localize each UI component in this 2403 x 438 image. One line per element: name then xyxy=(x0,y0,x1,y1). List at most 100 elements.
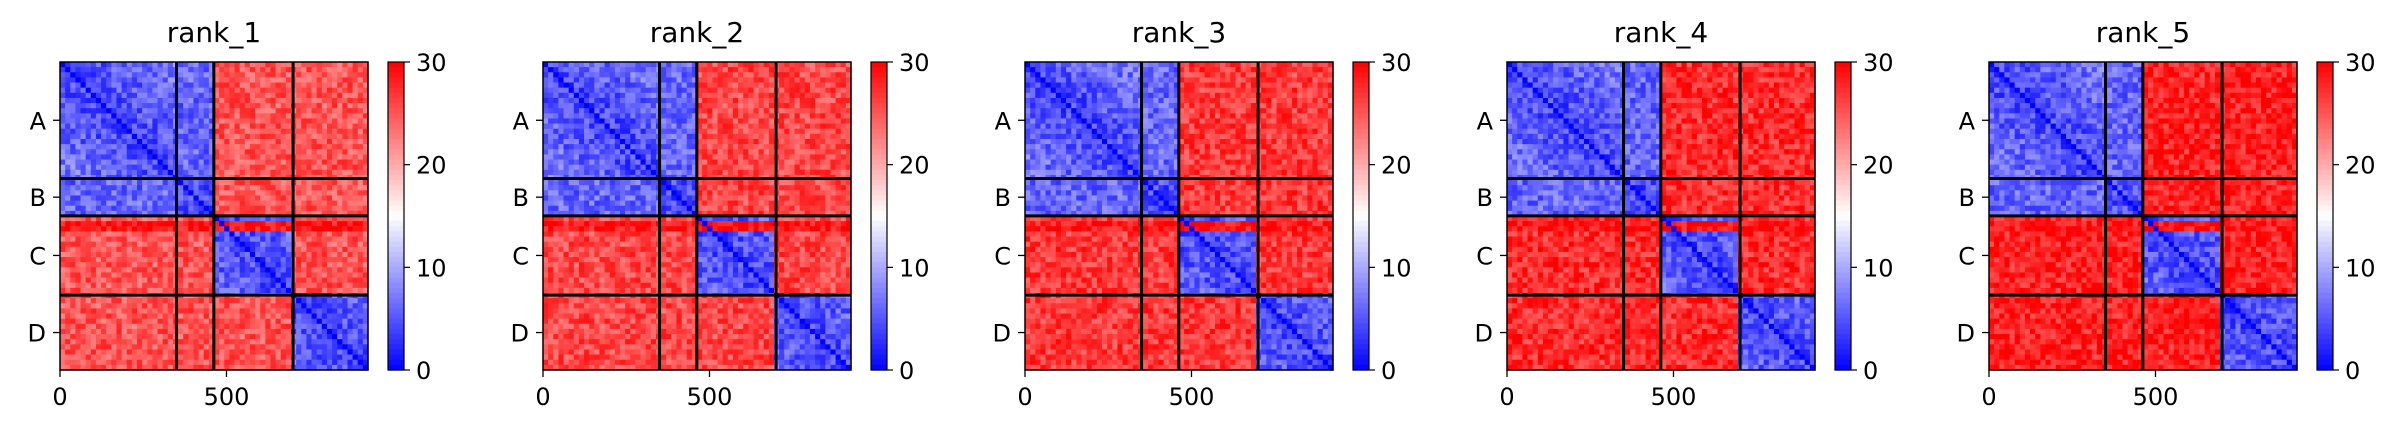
heatmap-cell xyxy=(275,87,282,94)
heatmap-cell xyxy=(65,251,71,258)
heatmap-cell xyxy=(183,164,189,171)
heatmap-cell xyxy=(630,164,636,171)
heatmap-cell xyxy=(80,354,87,361)
heatmap-cell xyxy=(142,241,148,248)
heatmap-cell xyxy=(142,190,148,197)
heatmap-cell xyxy=(265,344,272,351)
heatmap-cell xyxy=(265,328,272,335)
heatmap-cell xyxy=(347,313,354,320)
heatmap-cell xyxy=(65,226,71,232)
heatmap-cell xyxy=(676,159,683,166)
heatmap-cell xyxy=(178,67,184,73)
heatmap-cell xyxy=(116,257,123,263)
heatmap-cell xyxy=(265,339,272,345)
heatmap-cell xyxy=(65,236,71,243)
heatmap-cell xyxy=(249,277,256,284)
heatmap-cell xyxy=(285,67,292,73)
heatmap-cell xyxy=(686,87,693,94)
heatmap-cell xyxy=(188,159,195,166)
heatmap-cell xyxy=(137,236,143,243)
heatmap-cell xyxy=(75,349,82,356)
heatmap-cell xyxy=(275,364,282,371)
heatmap-cell xyxy=(301,103,307,109)
heatmap-cell xyxy=(85,144,92,150)
heatmap-cell xyxy=(203,339,210,345)
heatmap-cell xyxy=(249,82,256,89)
heatmap-cell xyxy=(316,159,323,166)
heatmap-cell xyxy=(661,159,667,166)
y-tick-label: D xyxy=(28,320,46,348)
heatmap-cell xyxy=(224,169,230,176)
heatmap-cell xyxy=(203,272,210,279)
heatmap-cell xyxy=(65,344,71,351)
heatmap-cell xyxy=(90,313,97,320)
heatmap-cell xyxy=(214,77,220,84)
heatmap-cell xyxy=(229,180,236,186)
heatmap-cell xyxy=(275,267,282,274)
heatmap-cell xyxy=(311,287,318,294)
heatmap-cell xyxy=(712,149,719,155)
heatmap-cell xyxy=(131,267,138,274)
heatmap-cell xyxy=(229,67,236,73)
heatmap-cell xyxy=(835,159,842,166)
heatmap-cell xyxy=(183,62,189,68)
heatmap-cell xyxy=(188,313,195,320)
heatmap-cell xyxy=(820,149,826,155)
heatmap-cell xyxy=(568,159,575,166)
heatmap-cell xyxy=(260,257,266,263)
heatmap-cell xyxy=(70,195,76,202)
heatmap-cell xyxy=(147,231,153,238)
heatmap-cell xyxy=(321,159,328,166)
heatmap-cell xyxy=(326,154,333,161)
heatmap-cell xyxy=(820,108,826,114)
heatmap-cell xyxy=(809,108,816,114)
colorbar-segment xyxy=(388,257,404,263)
heatmap-cell xyxy=(285,154,292,161)
heatmap-cell xyxy=(198,108,205,114)
heatmap-cell xyxy=(285,246,292,253)
heatmap-cell xyxy=(285,103,292,109)
heatmap-cell xyxy=(743,108,749,114)
heatmap-cell xyxy=(80,236,87,243)
heatmap-cell xyxy=(280,231,287,238)
heatmap-cell xyxy=(558,108,565,114)
heatmap-cell xyxy=(650,103,657,109)
heatmap-cell xyxy=(717,149,724,155)
heatmap-cell xyxy=(116,221,123,227)
heatmap-cell xyxy=(635,169,642,176)
heatmap-cell xyxy=(90,328,97,335)
heatmap-cell xyxy=(573,169,580,176)
heatmap-cell xyxy=(630,159,636,166)
heatmap-cell xyxy=(594,118,601,125)
heatmap-cell xyxy=(260,318,266,325)
heatmap-cell xyxy=(352,149,359,155)
heatmap-cell xyxy=(219,344,225,351)
heatmap-cell xyxy=(101,195,107,202)
heatmap-cell xyxy=(296,231,302,238)
heatmap-cell xyxy=(342,82,349,89)
heatmap-cell xyxy=(255,349,261,356)
heatmap-cell xyxy=(239,133,246,140)
heatmap-cell xyxy=(589,154,595,161)
heatmap-cell xyxy=(101,349,107,356)
heatmap-cell xyxy=(845,118,852,125)
heatmap-cell xyxy=(249,272,256,279)
heatmap-cell xyxy=(260,82,266,89)
heatmap-cell xyxy=(671,139,678,145)
heatmap-cell xyxy=(645,62,652,68)
heatmap-cell xyxy=(645,144,652,150)
heatmap-cell xyxy=(142,272,148,279)
heatmap-cell xyxy=(167,164,174,171)
heatmap-cell xyxy=(157,226,164,232)
heatmap-cell xyxy=(630,87,636,94)
heatmap-cell xyxy=(249,77,256,84)
heatmap-cell xyxy=(260,205,266,212)
heatmap-cell xyxy=(142,210,148,217)
heatmap-cell xyxy=(219,133,225,140)
heatmap-cell xyxy=(342,62,349,68)
heatmap-cell xyxy=(95,323,102,330)
heatmap-cell xyxy=(347,277,354,284)
heatmap-cell xyxy=(666,72,672,78)
heatmap-cell xyxy=(321,123,328,130)
heatmap-cell xyxy=(809,159,816,166)
